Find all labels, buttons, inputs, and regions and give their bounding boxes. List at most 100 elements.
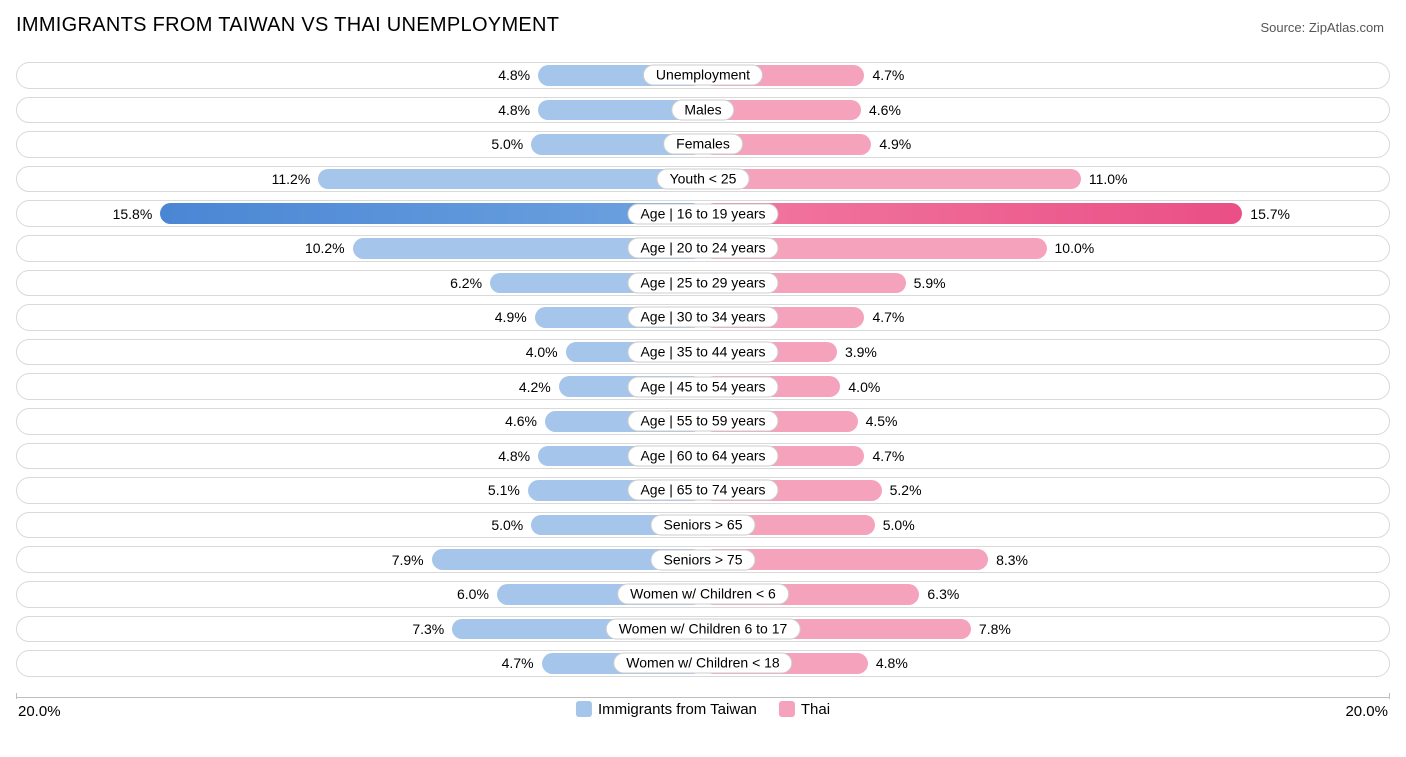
row-right-half: 3.9% [703,339,1390,366]
value-label-right: 4.9% [879,136,911,152]
legend-item-right: Thai [779,701,830,718]
row-left-half: 7.3% [16,616,703,643]
row-right-half: 4.5% [703,408,1390,435]
value-label-right: 4.7% [872,309,904,325]
category-label: Males [671,99,734,120]
value-label-left: 6.0% [457,586,489,602]
category-label: Women w/ Children 6 to 17 [606,618,801,639]
row-left-half: 4.8% [16,97,703,124]
row-left-half: 5.1% [16,477,703,504]
category-label: Women w/ Children < 6 [617,584,789,605]
legend-swatch-right [779,701,795,717]
row-right-half: 4.0% [703,373,1390,400]
row-right-half: 4.7% [703,304,1390,331]
bar-right [703,169,1081,190]
chart-row: 4.0%3.9%Age | 35 to 44 years [16,335,1390,370]
chart-row: 6.2%5.9%Age | 25 to 29 years [16,266,1390,301]
row-left-half: 10.2% [16,235,703,262]
value-label-left: 6.2% [450,275,482,291]
axis-tick [16,693,17,699]
row-left-half: 4.8% [16,443,703,470]
category-label: Age | 55 to 59 years [627,411,778,432]
row-left-half: 6.2% [16,270,703,297]
category-label: Age | 65 to 74 years [627,480,778,501]
row-left-half: 4.8% [16,62,703,89]
chart-row: 4.8% 4.6% Males [16,93,1390,128]
chart-row: 7.3% 7.8% Women w/ Children 6 to 17 [16,612,1390,647]
value-label-right: 3.9% [845,344,877,360]
value-label-left: 15.8% [113,206,153,222]
category-label: Females [663,134,743,155]
value-label-right: 4.6% [869,102,901,118]
value-label-right: 4.8% [876,655,908,671]
value-label-left: 4.8% [498,448,530,464]
value-label-left: 4.7% [502,655,534,671]
value-label-right: 11.0% [1089,171,1128,187]
row-left-half: 11.2% [16,166,703,193]
legend: Immigrants from Taiwan Thai [576,701,830,718]
chart-row: 4.7%4.8%Women w/ Children < 18 [16,646,1390,681]
row-right-half: 11.0% [703,166,1390,193]
category-label: Age | 60 to 64 years [627,445,778,466]
chart-row: 4.9%4.7%Age | 30 to 34 years [16,300,1390,335]
chart-row: 4.6% 4.5%Age | 55 to 59 years [16,404,1390,439]
value-label-left: 5.0% [491,136,523,152]
value-label-right: 7.8% [979,621,1011,637]
chart-row: 5.0% 4.9% Females [16,127,1390,162]
value-label-left: 10.2% [305,240,345,256]
value-label-right: 15.7% [1250,206,1290,222]
row-right-half: 4.9% [703,131,1390,158]
value-label-left: 7.3% [412,621,444,637]
row-right-half: 10.0% [703,235,1390,262]
value-label-right: 4.0% [848,379,880,395]
legend-label-right: Thai [801,701,830,718]
chart-row: 5.0%5.0%Seniors > 65 [16,508,1390,543]
row-right-half: 6.3% [703,581,1390,608]
row-right-half: 5.2% [703,477,1390,504]
bar-right [703,203,1242,224]
axis-max-right: 20.0% [1345,703,1388,720]
chart-row: 4.2%4.0%Age | 45 to 54 years [16,369,1390,404]
value-label-left: 4.6% [505,413,537,429]
category-label: Unemployment [643,65,763,86]
bar-left [160,203,703,224]
legend-item-left: Immigrants from Taiwan [576,701,757,718]
value-label-left: 4.0% [526,344,558,360]
axis-line [16,697,1390,698]
value-label-right: 6.3% [927,586,959,602]
row-right-half: 4.6% [703,97,1390,124]
row-right-half: 15.7% [703,200,1390,227]
row-left-half: 5.0% [16,512,703,539]
row-left-half: 5.0% [16,131,703,158]
value-label-right: 5.0% [883,517,915,533]
value-label-right: 4.7% [872,67,904,83]
row-right-half: 8.3% [703,546,1390,573]
chart-row: 7.9% 8.3%Seniors > 75 [16,542,1390,577]
value-label-right: 10.0% [1055,240,1095,256]
chart-container: IMMIGRANTS FROM TAIWAN VS THAI UNEMPLOYM… [0,0,1406,757]
value-label-left: 11.2% [272,171,311,187]
chart-row: 10.2%10.0%Age | 20 to 24 years [16,231,1390,266]
row-right-half: 4.8% [703,650,1390,677]
row-left-half: 7.9% [16,546,703,573]
row-left-half: 4.0% [16,339,703,366]
chart-row: 15.8% 15.7% Age | 16 to 19 years [16,196,1390,231]
axis-tick [1389,693,1390,699]
category-label: Seniors > 75 [651,549,756,570]
chart-row: 4.8% 4.7% Unemployment [16,58,1390,93]
row-left-half: 6.0% [16,581,703,608]
category-label: Youth < 25 [657,169,750,190]
row-left-half: 4.2% [16,373,703,400]
value-label-left: 7.9% [392,552,424,568]
chart-row: 4.8%4.7%Age | 60 to 64 years [16,439,1390,474]
legend-swatch-left [576,701,592,717]
row-left-half: 4.7% [16,650,703,677]
category-label: Age | 25 to 29 years [627,272,778,293]
value-label-left: 5.0% [491,517,523,533]
axis-row: 20.0% 20.0% Immigrants from Taiwan Thai [16,699,1390,723]
chart-row: 5.1% 5.2% Age | 65 to 74 years [16,473,1390,508]
value-label-right: 5.2% [890,482,922,498]
value-label-left: 4.2% [519,379,551,395]
category-label: Age | 16 to 19 years [627,203,778,224]
diverging-bar-chart: 4.8%4.7%Unemployment4.8%4.6%Males5.0%4.9… [16,58,1390,697]
